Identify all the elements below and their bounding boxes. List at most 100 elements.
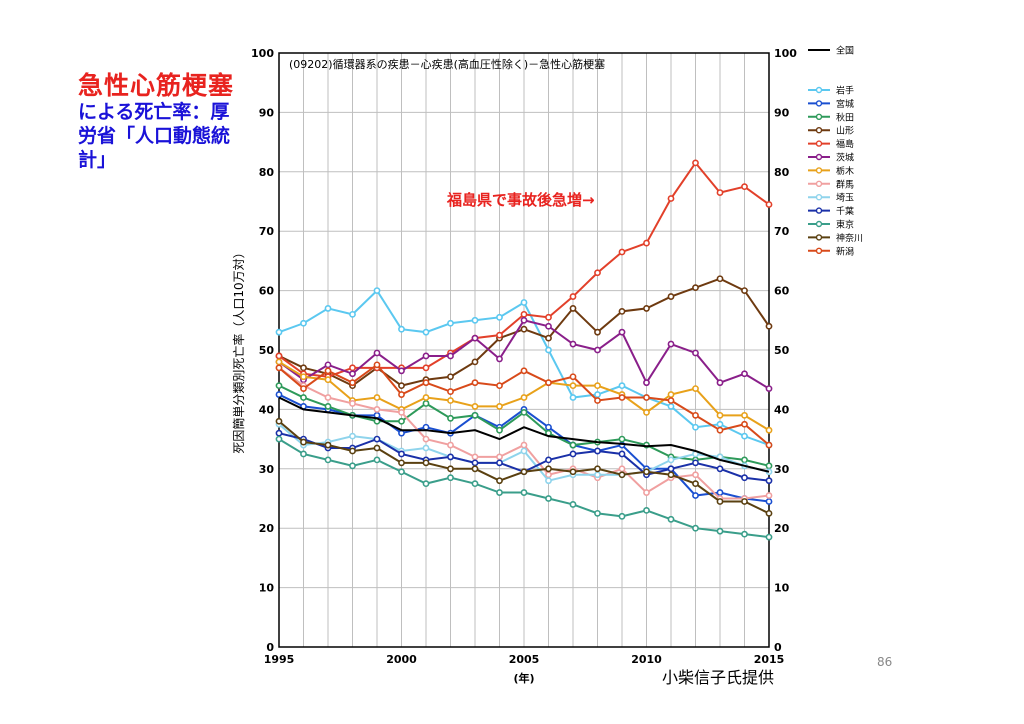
y-tick-label-left: 20: [259, 522, 275, 535]
data-point: [275, 328, 283, 336]
data-point: [618, 465, 626, 473]
data-point: [520, 408, 528, 416]
data-point: [422, 459, 430, 467]
data-point: [765, 509, 773, 517]
data-point: [741, 420, 748, 428]
data-point: [398, 408, 405, 416]
data-point: [643, 408, 650, 416]
legend-marker: [815, 113, 823, 121]
data-point: [300, 385, 307, 393]
data-point: [667, 465, 675, 473]
data-point: [716, 489, 724, 496]
data-point: [398, 468, 405, 476]
data-point: [324, 361, 332, 369]
data-point: [471, 480, 479, 488]
data-point: [373, 349, 381, 357]
data-point: [569, 305, 577, 312]
data-point: [496, 331, 503, 339]
y-tick-label-left: 60: [259, 285, 275, 298]
data-point: [422, 423, 430, 431]
data-point: [398, 450, 405, 458]
data-point: [324, 376, 332, 384]
y-tick-label-right: 10: [774, 582, 790, 595]
data-point: [667, 293, 675, 300]
data-point: [349, 447, 356, 455]
data-point: [422, 328, 430, 336]
data-point: [594, 269, 601, 277]
data-point: [618, 248, 626, 256]
data-point: [667, 397, 675, 404]
data-point: [300, 364, 307, 372]
data-point: [667, 515, 675, 523]
data-point: [618, 394, 626, 401]
data-point: [447, 414, 454, 422]
data-point: [716, 420, 724, 428]
data-point: [569, 373, 577, 381]
data-point: [275, 391, 283, 398]
data-point: [569, 382, 577, 390]
chart-annotation: 福島県で事故後急増→: [446, 191, 595, 209]
data-point: [471, 465, 479, 473]
legend-label: 福島: [836, 138, 854, 150]
legend-marker: [815, 86, 823, 94]
x-tick-label: 2010: [631, 653, 662, 666]
chart-axes: 0 0 10 10 20 20 30 30 40 40 50 50 60 60 70 70 80 80 90 90 10…: [251, 47, 797, 666]
y-tick-label-right: 50: [774, 344, 790, 357]
legend-marker: [815, 207, 823, 214]
y-tick-label-left: 70: [259, 225, 275, 238]
data-point: [741, 370, 748, 378]
data-point: [765, 498, 773, 505]
data-point: [373, 405, 381, 413]
data-point: [618, 450, 626, 458]
slide-heading: 急性心筋梗塞 による死亡率：厚 労省「人口動態統 計」: [78, 70, 278, 173]
y-tick-label-left: 50: [259, 344, 275, 357]
data-point: [741, 456, 748, 464]
data-point: [594, 397, 601, 404]
heading-line-4: 計」: [78, 148, 117, 171]
data-point: [618, 382, 626, 390]
y-tick-label-left: 30: [259, 463, 275, 476]
data-point: [496, 459, 503, 467]
y-tick-label-right: 80: [774, 166, 790, 179]
data-point: [300, 394, 307, 401]
data-point: [643, 506, 650, 514]
data-point: [349, 379, 356, 387]
source-credit: 小柴信子氏提供: [662, 668, 775, 687]
data-point: [765, 426, 773, 434]
y-tick-label-left: 40: [259, 403, 275, 416]
data-point: [545, 379, 552, 387]
data-point: [447, 474, 454, 482]
x-tick-label: 1995: [264, 653, 295, 666]
data-point: [692, 349, 699, 357]
data-point: [716, 379, 724, 387]
data-point: [471, 411, 479, 419]
x-tick-label: 2005: [509, 653, 540, 666]
data-point: [692, 385, 699, 393]
data-point: [545, 465, 552, 473]
y-tick-label-left: 10: [259, 582, 275, 595]
data-point: [545, 477, 552, 485]
data-point: [349, 370, 356, 378]
legend-label: 栃木: [836, 165, 854, 177]
data-point: [643, 489, 650, 496]
data-point: [275, 429, 283, 437]
data-point: [520, 447, 528, 455]
legend-marker: [815, 193, 823, 201]
data-point: [716, 189, 724, 196]
data-point: [422, 435, 430, 443]
y-tick-label-right: 40: [774, 403, 790, 416]
data-point: [643, 239, 650, 247]
data-point: [520, 325, 528, 333]
legend-label: 山形: [836, 125, 854, 137]
data-point: [667, 340, 675, 348]
data-point: [569, 394, 577, 401]
data-point: [618, 328, 626, 336]
data-point: [398, 325, 405, 333]
data-point: [716, 527, 724, 535]
data-point: [496, 382, 503, 390]
data-point: [594, 471, 601, 479]
legend-marker: [815, 100, 823, 107]
y-tick-label-right: 30: [774, 463, 790, 476]
data-point: [496, 489, 503, 496]
